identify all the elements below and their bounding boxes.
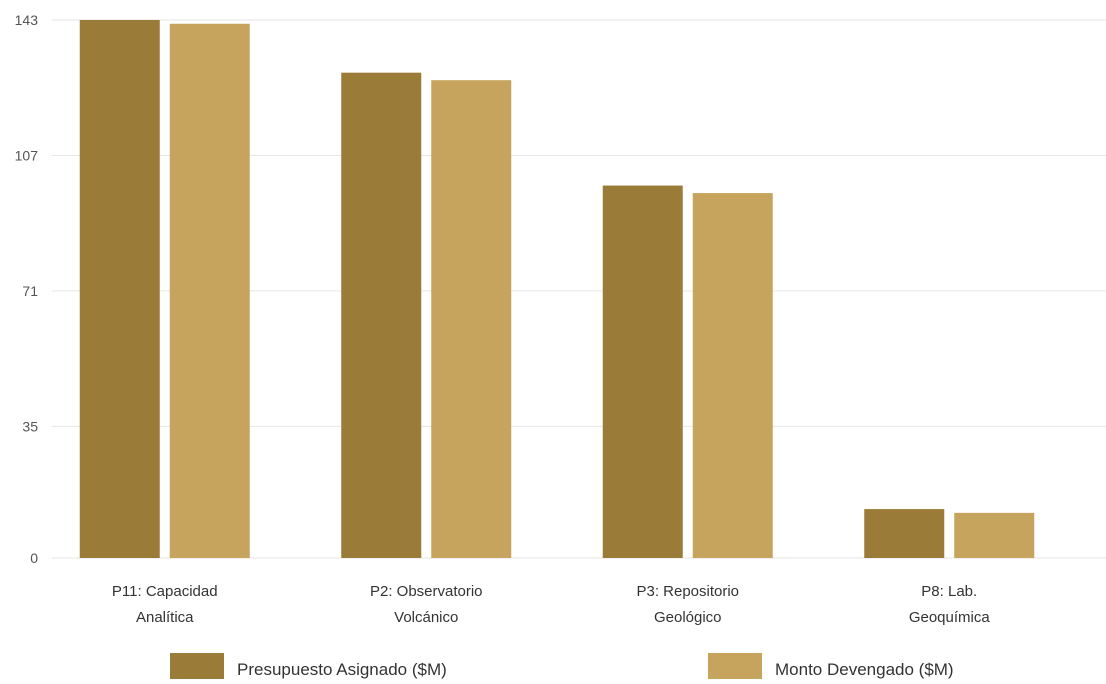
y-axis-ticks: 0 35 71 107 143 <box>15 12 39 566</box>
y-tick-label: 107 <box>15 147 39 163</box>
bar <box>602 185 683 559</box>
bar <box>954 512 1035 558</box>
x-axis-categories: P11: Capacidad Analítica P2: Observatorio V… <box>112 583 990 626</box>
bar <box>431 80 512 558</box>
y-tick-label: 143 <box>15 12 39 28</box>
x-category-label: Analítica <box>136 609 194 626</box>
y-tick-label: 71 <box>22 283 38 299</box>
x-category-label: Geoquímica <box>909 609 991 626</box>
y-tick-label: 0 <box>30 550 38 566</box>
bars-layer <box>79 20 1035 559</box>
legend-label: Presupuesto Asignado ($M) <box>237 660 447 679</box>
x-category-label: Volcánico <box>394 609 458 626</box>
legend-swatch <box>170 653 224 681</box>
bar <box>79 20 160 558</box>
legend-swatch <box>708 653 762 681</box>
bar <box>341 72 422 558</box>
y-tick-label: 35 <box>22 418 38 434</box>
x-category-label: P11: Capacidad <box>112 583 218 600</box>
bar <box>692 193 773 559</box>
bar <box>169 23 250 559</box>
legend: Presupuesto Asignado ($M) Monto Devengado… <box>170 653 954 681</box>
x-category-label: P3: Repositorio <box>636 583 739 600</box>
legend-label: Monto Devengado ($M) <box>775 660 954 679</box>
bar <box>864 509 945 558</box>
x-category-label: P2: Observatorio <box>370 583 483 600</box>
x-category-label: P8: Lab. <box>921 583 977 600</box>
x-category-label: Geológico <box>654 609 722 626</box>
